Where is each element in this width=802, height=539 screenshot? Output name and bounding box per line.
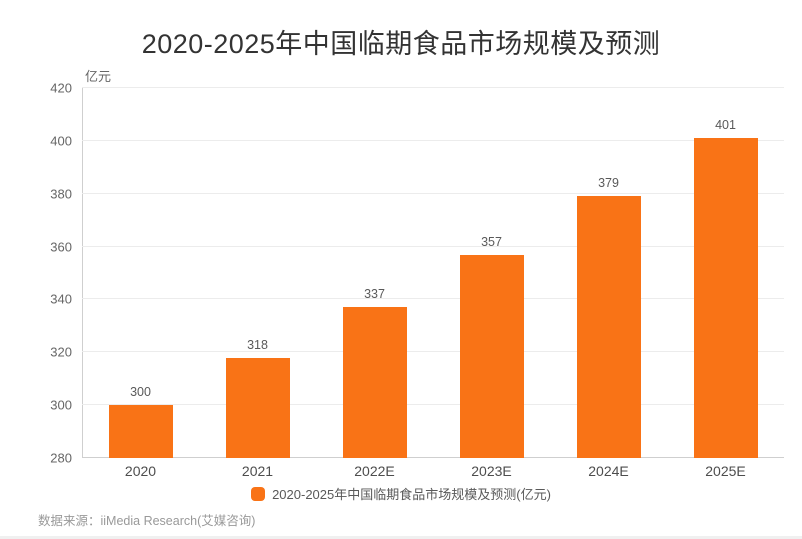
bar-2024E bbox=[576, 196, 641, 458]
bar-value-label: 318 bbox=[247, 337, 268, 352]
y-axis-tick-label: 280 bbox=[50, 450, 72, 466]
source-note: 数据来源：iiMedia Research(艾媒咨询) bbox=[38, 514, 256, 528]
bar-2025E bbox=[693, 138, 758, 458]
bar-2023E bbox=[459, 254, 524, 458]
bar-column-2024E: 379 bbox=[550, 88, 667, 458]
gridline bbox=[82, 87, 784, 88]
bar-2022E bbox=[342, 307, 407, 458]
bar-2020 bbox=[108, 405, 173, 458]
gridline bbox=[82, 351, 784, 353]
gridline bbox=[82, 139, 784, 141]
bar-column-2021: 318 bbox=[199, 88, 316, 458]
gridline bbox=[82, 404, 784, 406]
y-axis-line bbox=[82, 88, 83, 458]
x-axis-label-2021: 2021 bbox=[241, 463, 274, 479]
y-axis-tick-label: 380 bbox=[50, 186, 72, 202]
bar-value-label: 401 bbox=[715, 118, 736, 133]
y-axis-unit-label: 亿元 bbox=[85, 69, 112, 84]
x-axis-label-2025E: 2025E bbox=[705, 463, 746, 479]
gridline bbox=[82, 245, 784, 247]
x-axis-label-2020: 2020 bbox=[124, 463, 157, 479]
y-axis-tick-label: 420 bbox=[50, 80, 72, 96]
bar-column-2023E: 357 bbox=[433, 88, 550, 458]
y-axis-tick-label: 400 bbox=[50, 133, 72, 149]
bar-2021 bbox=[225, 357, 290, 458]
x-axis-label-2023E: 2023E bbox=[471, 463, 512, 479]
gridline bbox=[82, 298, 784, 300]
bar-value-label: 337 bbox=[364, 287, 385, 302]
legend-label: 2020-2025年中国临期食品市场规模及预测(亿元) bbox=[272, 487, 551, 502]
bar-value-label: 379 bbox=[598, 176, 619, 191]
x-axis: 2020 2021 2022E 2023E 2024E 2025E bbox=[82, 463, 784, 479]
gridline bbox=[82, 192, 784, 194]
bar-column-2022E: 337 bbox=[316, 88, 433, 458]
x-axis-baseline bbox=[82, 457, 784, 458]
x-axis-label-2024E: 2024E bbox=[588, 463, 629, 479]
bar-series: 300 318 337 357 379 401 bbox=[82, 88, 784, 458]
legend: 2020-2025年中国临期食品市场规模及预测(亿元) bbox=[0, 484, 802, 503]
chart-title: 2020-2025年中国临期食品市场规模及预测 bbox=[141, 29, 661, 59]
bar-column-2025E: 401 bbox=[667, 88, 784, 458]
plot-area: 亿元 280 300 320 340 360 380 400 420 300 318 337 357… bbox=[50, 69, 784, 466]
bar-column-2020: 300 bbox=[82, 88, 199, 458]
y-axis-tick-label: 320 bbox=[50, 344, 72, 360]
y-axis-tick-label: 340 bbox=[50, 291, 72, 307]
y-axis-tick-label: 360 bbox=[50, 239, 72, 255]
legend-marker-icon bbox=[251, 486, 266, 501]
y-axis-tick-label: 300 bbox=[50, 397, 72, 413]
bar-value-label: 300 bbox=[130, 385, 151, 400]
bottom-edge-divider bbox=[0, 536, 802, 539]
x-axis-label-2022E: 2022E bbox=[354, 463, 395, 479]
bar-value-label: 357 bbox=[481, 234, 502, 249]
